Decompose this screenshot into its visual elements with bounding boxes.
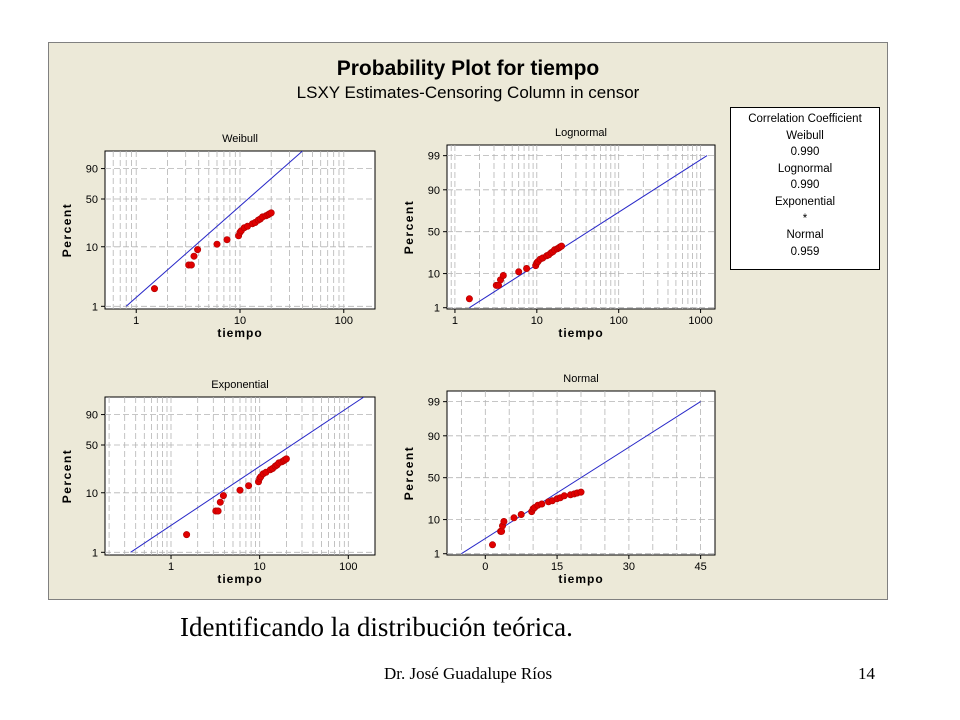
normal-xtick-label-3: 45 [695, 561, 707, 573]
lognormal-xtick-label-2: 100 [610, 315, 628, 327]
weibull-x-axis-label: tiempo [217, 326, 262, 340]
lognormal-ytick-label-3: 90 [428, 185, 440, 197]
exponential-y-axis-label: Percent [60, 449, 74, 504]
lognormal-xtick-label-1: 10 [531, 315, 543, 327]
lognormal-x-axis-label: tiempo [558, 326, 603, 340]
lognormal-ytick-label-2: 50 [428, 227, 440, 239]
weibull-ytick-label-2: 50 [86, 194, 98, 206]
exponential-ytick-label-3: 90 [86, 410, 98, 422]
figure-subtitle: LSXY Estimates-Censoring Column in censo… [296, 83, 640, 102]
legend-exponential-value: * [802, 212, 808, 225]
legend-lognormal-value: 0.990 [790, 179, 820, 192]
normal-ytick-label-0: 1 [434, 549, 440, 561]
exponential-fit-line [130, 397, 365, 553]
normal-ytick-label-4: 99 [428, 397, 440, 409]
footer-author: Dr. José Guadalupe Ríos [384, 664, 553, 683]
lognormal-data-point-6 [523, 265, 531, 273]
weibull-data-point-4 [194, 246, 202, 254]
legend-header: Correlation Coefficient [748, 113, 862, 125]
normal-ytick-label-3: 90 [428, 431, 440, 443]
weibull-data-point-20 [267, 209, 275, 217]
normal-data-point-4 [500, 517, 508, 525]
weibull-xtick-label-2: 100 [335, 315, 353, 327]
exponential-data-point-2 [214, 507, 222, 515]
lognormal-data-point-5 [515, 268, 523, 276]
exponential-data-point-4 [219, 492, 227, 500]
lognormal-xtick-label-0: 1 [452, 315, 458, 327]
exponential-ytick-label-1: 10 [86, 488, 98, 500]
weibull-y-axis-label: Percent [60, 203, 74, 258]
lognormal-data-point-20 [557, 242, 565, 250]
normal-data-point-5 [510, 514, 518, 522]
exponential-x-axis-label: tiempo [217, 572, 262, 586]
figure-title: Probability Plot for tiempo [336, 57, 600, 80]
normal-xtick-label-1: 15 [551, 561, 563, 573]
exponential-xtick-label-0: 1 [168, 561, 174, 573]
exponential-data-point-0 [183, 531, 191, 539]
weibull-fit-line [125, 151, 303, 307]
weibull-ytick-label-3: 90 [86, 164, 98, 176]
lognormal-y-axis-label: Percent [402, 200, 416, 255]
lognormal-panel-title: Lognormal [555, 127, 607, 139]
lognormal-ytick-label-0: 1 [434, 303, 440, 315]
weibull-ytick-label-0: 1 [92, 301, 98, 313]
weibull-panel-title: Weibull [222, 133, 258, 145]
lognormal-fit-line [469, 155, 708, 309]
exponential-data-point-6 [245, 482, 253, 490]
normal-data-point-6 [517, 510, 525, 518]
legend-weibull-value: 0.990 [790, 146, 820, 159]
exponential-xtick-label-1: 10 [254, 561, 266, 573]
slide-caption: Identificando la distribución teórica. [180, 612, 573, 642]
legend-weibull-name: Weibull [786, 129, 824, 142]
normal-ytick-label-1: 10 [428, 515, 440, 527]
normal-xtick-label-2: 30 [623, 561, 635, 573]
normal-y-axis-label: Percent [402, 446, 416, 501]
page-number: 14 [858, 664, 875, 683]
exponential-xtick-label-2: 100 [339, 561, 357, 573]
weibull-xtick-label-0: 1 [133, 315, 139, 327]
lognormal-ytick-label-1: 10 [428, 269, 440, 281]
exponential-data-point-3 [216, 498, 224, 506]
normal-data-point-11 [538, 500, 546, 508]
exponential-ytick-label-0: 1 [92, 547, 98, 559]
weibull-data-point-3 [190, 252, 198, 260]
lognormal-data-point-0 [465, 295, 473, 303]
weibull-ytick-label-1: 10 [86, 242, 98, 254]
exponential-ytick-label-2: 50 [86, 440, 98, 452]
lognormal-ytick-label-4: 99 [428, 151, 440, 163]
normal-ytick-label-2: 50 [428, 473, 440, 485]
weibull-data-point-6 [223, 236, 231, 244]
legend-normal-value: 0.959 [790, 245, 820, 258]
exponential-data-point-5 [236, 486, 244, 494]
lognormal-xtick-label-3: 1000 [688, 315, 712, 327]
probability-plot-figure: 1 10 100 1 10 50 90 Weibull tiempo Percent 1 10 100 1… [48, 42, 888, 600]
exponential-data-point-20 [282, 455, 290, 463]
exponential-panel-title: Exponential [211, 379, 269, 391]
weibull-data-point-2 [187, 261, 195, 269]
legend-exponential-name: Exponential [774, 195, 836, 208]
lognormal-data-point-4 [499, 272, 507, 280]
normal-xtick-label-0: 0 [482, 561, 488, 573]
normal-data-point-20 [577, 488, 585, 496]
legend-lognormal-name: Lognormal [777, 162, 833, 175]
normal-panel-title: Normal [563, 373, 598, 385]
correlation-coefficient-box: Correlation Coefficient Weibull 0.990 Lo… [730, 107, 880, 270]
normal-data-point-0 [488, 541, 496, 549]
lognormal-plot-area [446, 144, 716, 310]
normal-x-axis-label: tiempo [558, 572, 603, 586]
normal-data-point-16 [560, 492, 568, 500]
weibull-xtick-label-1: 10 [234, 315, 246, 327]
legend-normal-name: Normal [786, 229, 824, 242]
weibull-data-point-0 [151, 285, 159, 293]
weibull-data-point-5 [213, 240, 221, 248]
